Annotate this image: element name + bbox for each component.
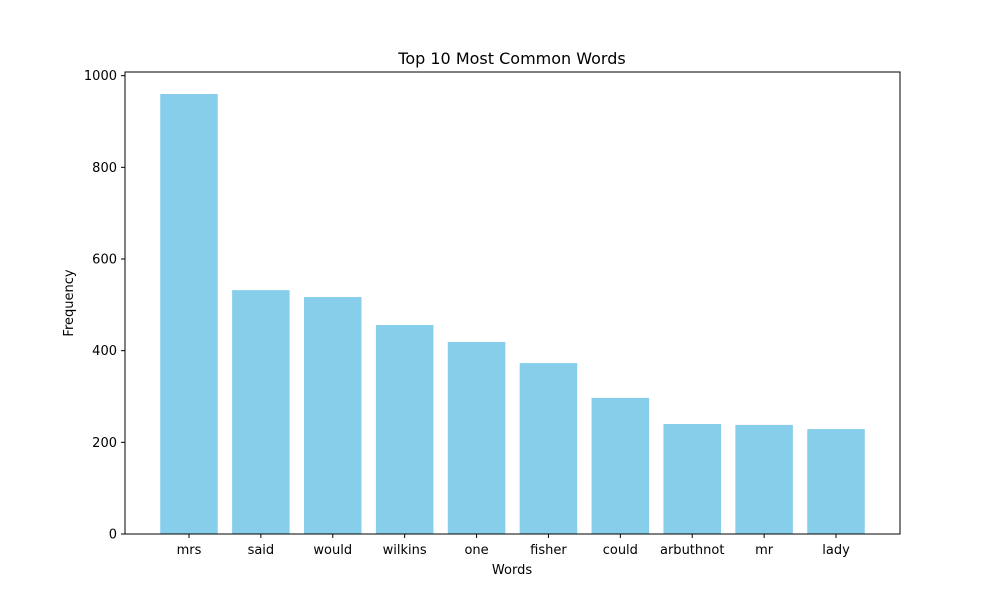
bar-one: [447, 341, 506, 534]
bar-could: [591, 397, 650, 534]
y-axis-label: Frequency: [62, 269, 77, 336]
bar-would: [304, 297, 362, 534]
bar-mr: [735, 424, 793, 534]
x-tick-label-mr: mr: [755, 543, 774, 558]
x-tick-label-said: said: [248, 543, 275, 558]
x-tick-label-could: could: [603, 543, 638, 558]
bar-mrs: [160, 94, 218, 534]
bar-said: [232, 290, 290, 534]
y-tick-label-400: 400: [92, 344, 117, 359]
bar-wilkins: [375, 325, 434, 534]
x-axis: mrs said would wilkins one fisher could arbuthn…: [177, 534, 850, 558]
x-tick-label-lady: lady: [822, 543, 850, 558]
x-tick-label-mrs: mrs: [177, 543, 202, 558]
y-tick-label-800: 800: [92, 161, 117, 176]
y-axis: 0 200 400 600 800 1000: [84, 69, 125, 543]
x-tick-label-one: one: [464, 543, 488, 558]
bars-group: [160, 94, 865, 534]
x-tick-label-would: would: [313, 543, 352, 558]
y-tick-label-0: 0: [109, 528, 117, 543]
plot-frame: [124, 71, 901, 535]
bar-lady: [807, 429, 865, 534]
bar-arbuthnot: [663, 424, 721, 534]
x-tick-label-fisher: fisher: [530, 543, 567, 558]
y-tick-label-600: 600: [92, 253, 117, 268]
bar-fisher: [519, 363, 578, 534]
y-tick-label-200: 200: [92, 436, 117, 451]
x-tick-label-arbuthnot: arbuthnot: [660, 543, 724, 558]
x-axis-label: Words: [492, 563, 532, 578]
chart-title: Top 10 Most Common Words: [397, 49, 625, 68]
x-tick-label-wilkins: wilkins: [383, 543, 427, 558]
y-tick-label-1000: 1000: [84, 69, 117, 84]
